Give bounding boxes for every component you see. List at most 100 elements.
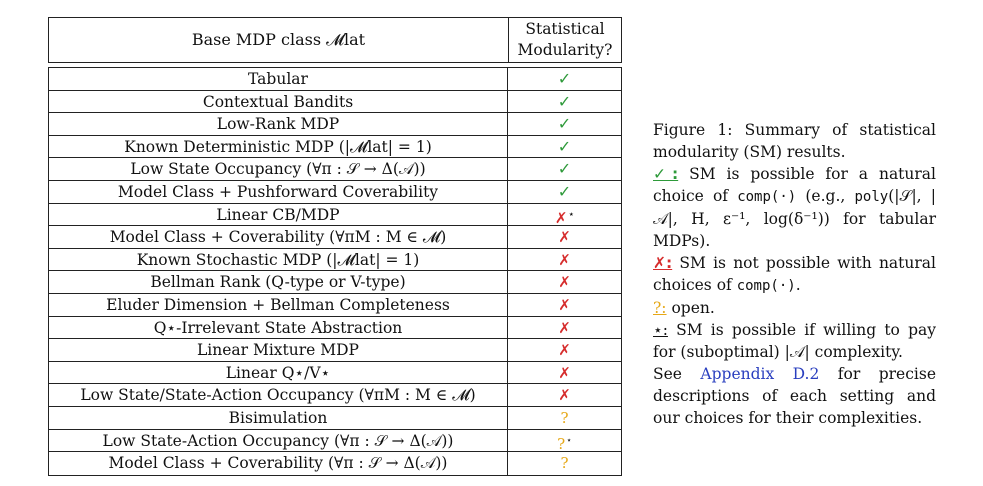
header-modularity: Statistical Modularity? <box>509 18 621 62</box>
star-superscript: ⋆ <box>566 435 572 446</box>
row-setting-name: Bisimulation <box>49 406 508 429</box>
row-setting-name: Linear CB/MDP <box>49 203 508 226</box>
caption-open-text: open. <box>666 299 715 317</box>
row-setting-name: Tabular <box>49 68 508 90</box>
row-mark: ✓ <box>557 181 572 201</box>
row-setting-name: Low-Rank MDP <box>49 113 508 135</box>
row-mark: ✓ <box>557 91 572 111</box>
table-row: Low State/State-Action Occupancy (∀πM : … <box>49 384 621 407</box>
caption-star-label: ⋆: <box>653 321 668 339</box>
row-setting-name: Linear Q⋆/V⋆ <box>49 361 508 384</box>
caption-star-text: SM is possible if willing to pay for (su… <box>653 321 936 361</box>
cross-icon: ✗ <box>508 294 621 316</box>
row-setting-name: Low State Occupancy (∀π : 𝒮 → Δ(𝒜)) <box>49 158 508 180</box>
row-mark: ✗ <box>554 208 568 227</box>
row-mark: ✓ <box>557 69 572 88</box>
check-icon: ✓ <box>508 136 621 158</box>
row-setting-name: Low State/State-Action Occupancy (∀πM : … <box>49 384 508 406</box>
table-row: Contextual Bandits ✓ <box>49 90 621 114</box>
table-row: Linear Q⋆/V⋆ ✗ <box>49 361 621 385</box>
header-modularity-line2: Modularity? <box>517 41 613 59</box>
table-row: Known Deterministic MDP (|𝓜lat| = 1) ✓ <box>49 135 621 159</box>
caption-see: See Appendix D.2 for precise description… <box>653 363 936 429</box>
caption-no: ✗: SM is not possible with natural choic… <box>653 252 936 297</box>
row-mark: ✗ <box>558 295 571 314</box>
row-mark: ✗ <box>558 228 571 247</box>
row-mark: ✗ <box>558 273 571 292</box>
table-row: Known Stochastic MDP (|𝓜lat| = 1) ✗ <box>49 248 621 272</box>
caption-yes: ✓: SM is possible for a natural choice o… <box>653 163 936 252</box>
caption-see-b: for precise descriptions of each setting… <box>653 365 937 427</box>
row-setting-name: Model Class + Coverability (∀π : 𝒮 → Δ(𝒜… <box>49 452 508 475</box>
row-setting-name: Contextual Bandits <box>49 90 508 113</box>
row-mark: ? <box>560 454 569 473</box>
caption-no-text-b: . <box>795 276 801 294</box>
caption-yes-poly: poly <box>854 189 889 205</box>
table-row: Linear CB/MDP ✗⋆ <box>49 203 621 227</box>
appendix-link[interactable]: Appendix D.2 <box>700 365 820 383</box>
check-icon: ✓ <box>508 91 621 113</box>
figure-caption: Figure 1: Summary of statistical modular… <box>653 119 936 429</box>
caption-see-a: See <box>653 365 701 383</box>
header-base-class: Base MDP class 𝓜lat <box>49 18 509 62</box>
row-setting-name: Model Class + Pushforward Coverability <box>49 180 508 203</box>
caption-yes-text-c: for tabular MDPs). <box>653 210 936 250</box>
row-mark: ✓ <box>557 136 572 156</box>
row-setting-name: Eluder Dimension + Bellman Completeness <box>49 293 508 316</box>
row-mark: ? <box>557 434 566 453</box>
caption-yes-text-a: SM is possible for a natural choice of <box>653 165 937 205</box>
question-icon: ? <box>508 452 621 475</box>
row-setting-name: Known Deterministic MDP (|𝓜lat| = 1) <box>49 135 508 158</box>
caption-yes-text-b: (e.g., <box>796 187 855 205</box>
row-mark: ✗ <box>558 318 571 337</box>
check-icon: ✓ <box>508 113 621 135</box>
table-row: Model Class + Pushforward Coverability ✓ <box>49 180 621 204</box>
cross-icon: ✗ <box>508 249 621 271</box>
caption-title: Figure 1: Summary of statistical modular… <box>653 121 936 161</box>
caption-open: ?: open. <box>653 297 936 319</box>
row-setting-name: Linear Mixture MDP <box>49 339 508 361</box>
row-setting-name: Low State-Action Occupancy (∀π : 𝒮 → Δ(𝒜… <box>49 429 508 452</box>
row-setting-name: Bellman Rank (Q-type or V-type) <box>49 271 508 293</box>
table-row: Low State Occupancy (∀π : 𝒮 → Δ(𝒜)) ✓ <box>49 158 621 181</box>
caption-yes-comp: comp(·) <box>737 189 797 205</box>
row-setting-name: Q⋆-Irrelevant State Abstraction <box>49 316 508 339</box>
row-setting-name: Model Class + Coverability (∀πM : M ∈ 𝓜) <box>49 226 508 248</box>
table-body: Tabular ✓ Contextual Bandits ✓ Low-Rank MDP ✓… <box>48 67 622 476</box>
cross-icon: ✗ <box>508 271 621 293</box>
caption-no-text-a: SM is not possible with natural choices … <box>653 254 936 294</box>
table-row: Bisimulation? <box>49 406 621 430</box>
question-icon: ?⋆ <box>508 430 621 453</box>
caption-no-comp: comp(·) <box>736 278 796 294</box>
row-mark: ? <box>560 408 569 427</box>
caption-yes-label: ✓: <box>653 165 679 183</box>
table-row: Model Class + Coverability (∀πM : M ∈ 𝓜)… <box>49 226 621 249</box>
cross-icon: ✗⋆ <box>508 204 621 227</box>
results-table: Base MDP class 𝓜lat Statistical Modulari… <box>48 17 622 476</box>
star-superscript: ⋆ <box>568 209 575 220</box>
table-header: Base MDP class 𝓜lat Statistical Modulari… <box>48 17 622 63</box>
check-icon: ✓ <box>508 68 621 90</box>
cross-icon: ✗ <box>508 384 621 406</box>
table-row: Linear Mixture MDP ✗ <box>49 339 621 362</box>
cross-icon: ✗ <box>508 339 621 361</box>
header-modularity-line1: Statistical <box>525 20 605 38</box>
cross-icon: ✗ <box>508 226 621 248</box>
table-row: Low-Rank MDP ✓ <box>49 113 621 136</box>
row-mark: ✓ <box>557 114 572 134</box>
row-mark: ✗ <box>558 386 571 405</box>
table-row: Bellman Rank (Q-type or V-type) ✗ <box>49 271 621 294</box>
cross-icon: ✗ <box>508 362 621 384</box>
check-icon: ✓ <box>508 181 621 203</box>
table-row: Eluder Dimension + Bellman Completeness ✗ <box>49 293 621 317</box>
row-setting-name: Known Stochastic MDP (|𝓜lat| = 1) <box>49 248 508 271</box>
table-row: Q⋆-Irrelevant State Abstraction ✗ <box>49 316 621 340</box>
table-row: Model Class + Coverability (∀π : 𝒮 → Δ(𝒜… <box>49 452 621 475</box>
check-icon: ✓ <box>508 158 621 180</box>
row-mark: ✗ <box>558 250 571 269</box>
caption-no-label: ✗: <box>653 254 673 272</box>
caption-open-label: ?: <box>653 299 667 317</box>
cross-icon: ✗ <box>508 317 621 339</box>
caption-yes-poly-args: (|𝒮|, |𝒜|, H, ε⁻¹, log(δ⁻¹)) <box>653 187 936 228</box>
question-icon: ? <box>508 407 621 429</box>
